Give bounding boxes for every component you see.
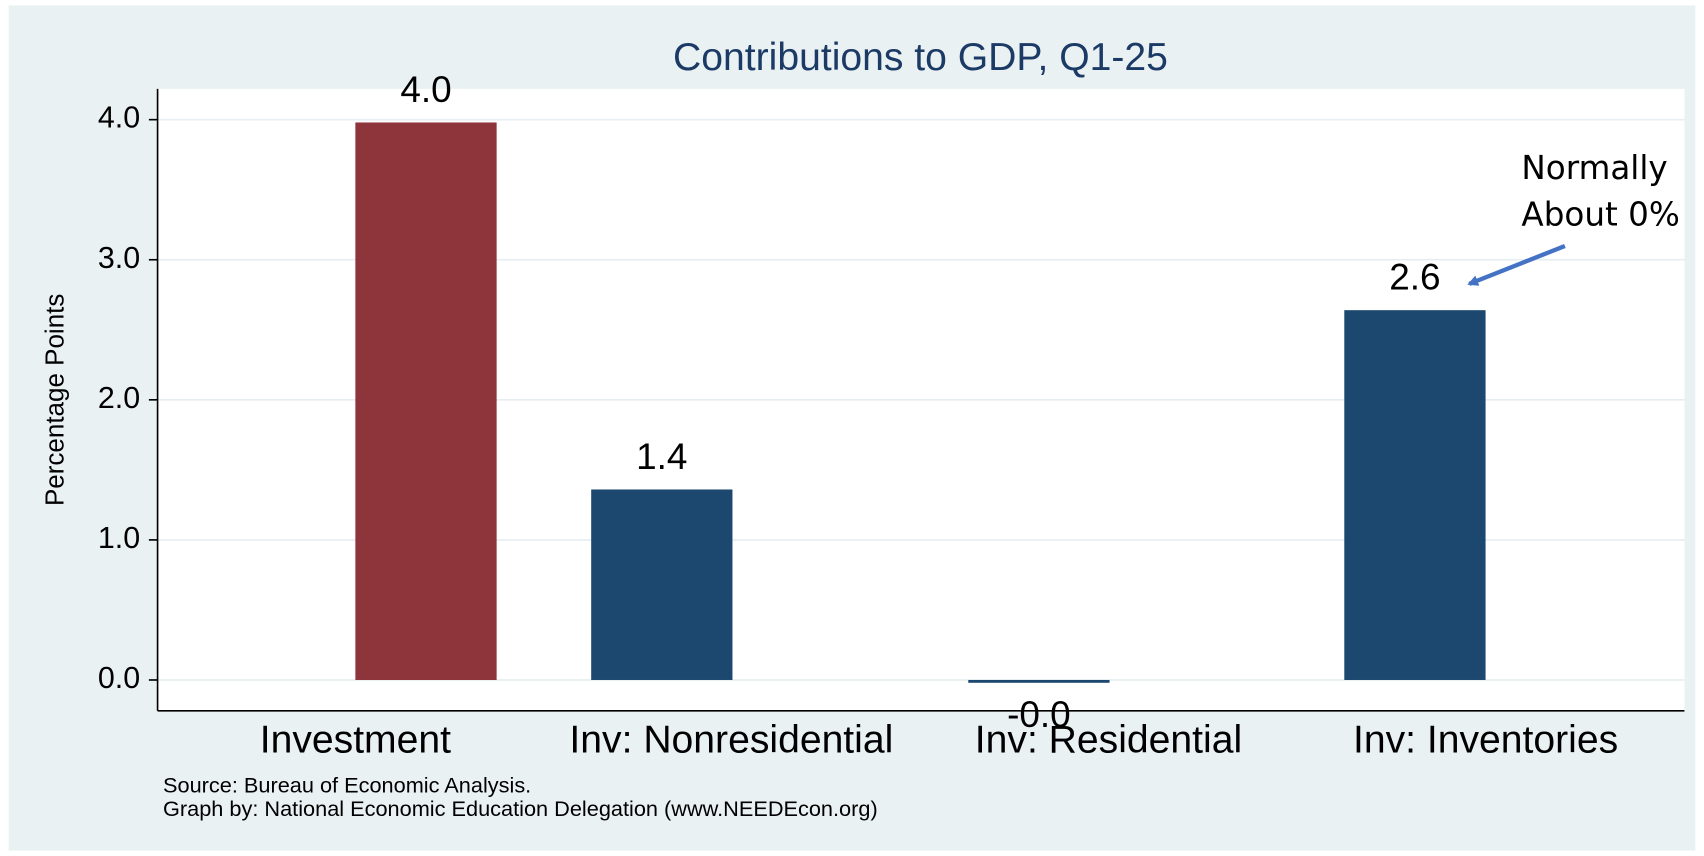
y-tick-label: 1.0	[98, 521, 140, 555]
bar	[355, 122, 497, 680]
annotation: About 0%	[1521, 196, 1679, 234]
y-tick-label: 4.0	[98, 101, 140, 135]
plot: 0.0 1.0 2.0 3.0 4.0 Investment 4.0 Inv: Nonresi…	[98, 69, 1685, 762]
value-label: -0.0	[1007, 694, 1071, 735]
chart-title: Contributions to GDP, Q1-25	[673, 36, 1168, 79]
value-label: 1.4	[636, 436, 687, 477]
annotation-arrow	[1467, 243, 1566, 286]
y-tick-label: 3.0	[98, 241, 140, 275]
source-note: Source: Bureau of Economic Analysis.	[163, 772, 531, 797]
bar	[968, 679, 1110, 683]
bar	[591, 489, 733, 680]
value-label: 4.0	[400, 69, 451, 110]
annotation: Normally	[1521, 149, 1667, 187]
credit-note: Graph by: National Economic Education De…	[163, 796, 878, 821]
y-tick-label: 2.0	[98, 381, 140, 415]
y-tick-label: 0.0	[98, 661, 140, 695]
bar	[1344, 310, 1486, 680]
value-label: 2.6	[1389, 257, 1440, 298]
y-axis-label: Percentage Points	[39, 294, 69, 506]
x-tick-label: Inv: Inventories	[1353, 719, 1618, 762]
x-tick-label: Inv: Residential	[975, 719, 1242, 762]
x-tick-label: Inv: Nonresidential	[569, 719, 893, 762]
x-tick-label: Investment	[260, 719, 451, 762]
